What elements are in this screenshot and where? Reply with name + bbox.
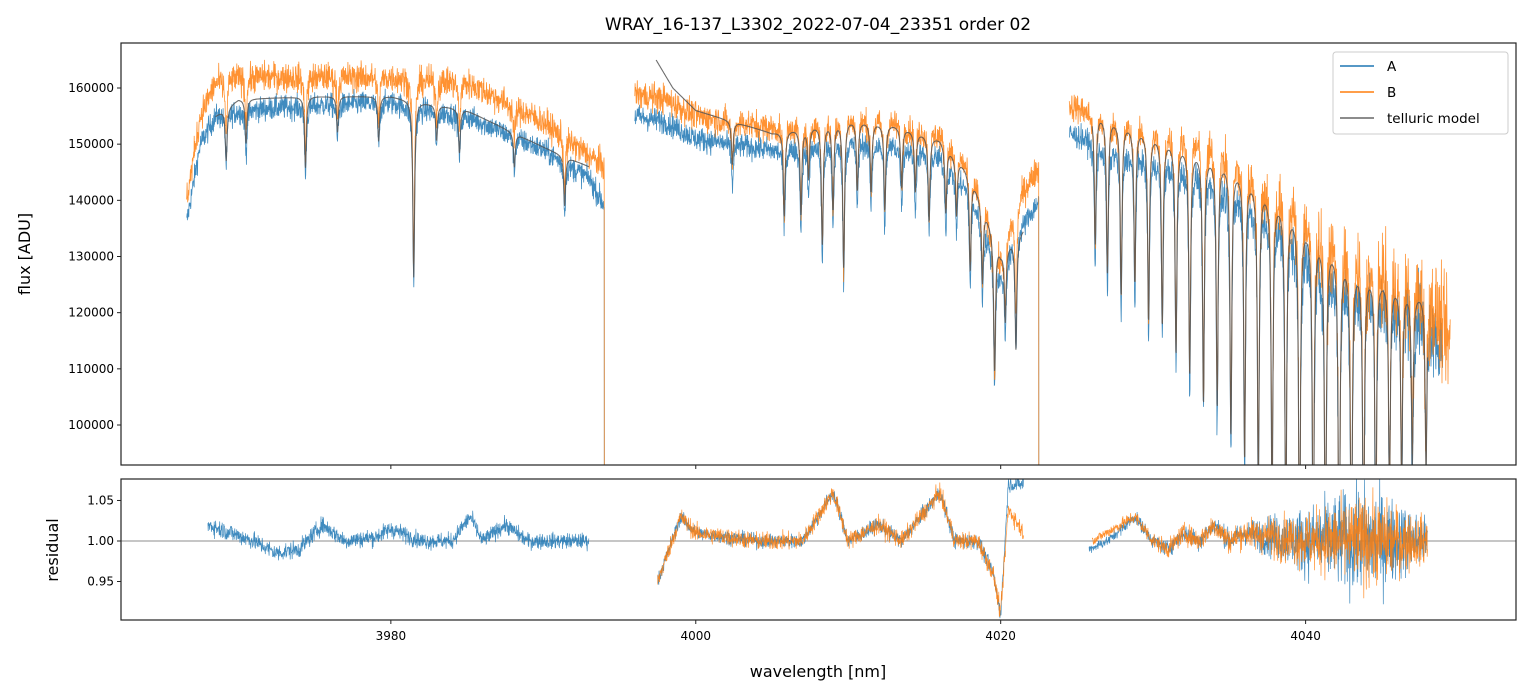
y-axis-label-residual: residual bbox=[43, 518, 62, 581]
legend-label-telluric: telluric model bbox=[1387, 111, 1480, 127]
y-axis-label-flux: flux [ADU] bbox=[15, 213, 34, 295]
legend-label-b: B bbox=[1387, 85, 1396, 101]
residual-plot-area bbox=[121, 479, 1516, 619]
legend-frame bbox=[1332, 51, 1509, 135]
flux-y-tick-label: 150000 bbox=[68, 137, 114, 151]
axis-ticks: 3980 4000 4020 4040 100000 110000 120000 130000… bbox=[68, 81, 1321, 643]
flux-y-tick-label: 140000 bbox=[68, 193, 114, 207]
residual-y-tick-label: 0.95 bbox=[87, 575, 114, 589]
flux-y-tick-label: 160000 bbox=[68, 81, 114, 95]
series-telluric-model-segment-2 bbox=[1091, 122, 1429, 465]
legend: A B telluric model bbox=[1332, 51, 1509, 135]
chart-title: WRAY_16-137_L3302_2022-07-04_23351 order… bbox=[605, 15, 1031, 35]
flux-axes-frame bbox=[120, 42, 1517, 466]
x-axis-label: wavelength [nm] bbox=[750, 662, 887, 681]
legend-label-a: A bbox=[1387, 59, 1397, 75]
residual-y-tick-label: 1.05 bbox=[87, 493, 114, 507]
x-tick-label: 4020 bbox=[985, 629, 1016, 643]
flux-y-tick-label: 130000 bbox=[68, 249, 114, 263]
x-tick-label: 4000 bbox=[680, 629, 711, 643]
x-tick-label: 3980 bbox=[376, 629, 407, 643]
series-telluric-model-segment-1 bbox=[655, 59, 1024, 371]
residual-series-a-segment-1 bbox=[657, 479, 1024, 619]
series-a-segment-1 bbox=[634, 104, 1040, 465]
flux-y-tick-label: 120000 bbox=[68, 306, 114, 320]
residual-series-b-segment-0 bbox=[657, 482, 1024, 617]
residual-y-tick-label: 1.00 bbox=[87, 534, 114, 548]
residual-series-b-segment-1 bbox=[1091, 487, 1428, 599]
x-tick-label: 4040 bbox=[1290, 629, 1321, 643]
series-a-segment-0 bbox=[186, 88, 605, 465]
series-telluric-model-segment-0 bbox=[215, 96, 590, 278]
flux-y-tick-label: 100000 bbox=[68, 418, 114, 432]
series-b-segment-0 bbox=[186, 59, 605, 465]
flux-y-tick-label: 110000 bbox=[68, 362, 114, 376]
residual-axes-frame bbox=[120, 478, 1517, 621]
residual-series-a-segment-0 bbox=[207, 510, 590, 561]
flux-plot-area bbox=[186, 59, 1451, 465]
